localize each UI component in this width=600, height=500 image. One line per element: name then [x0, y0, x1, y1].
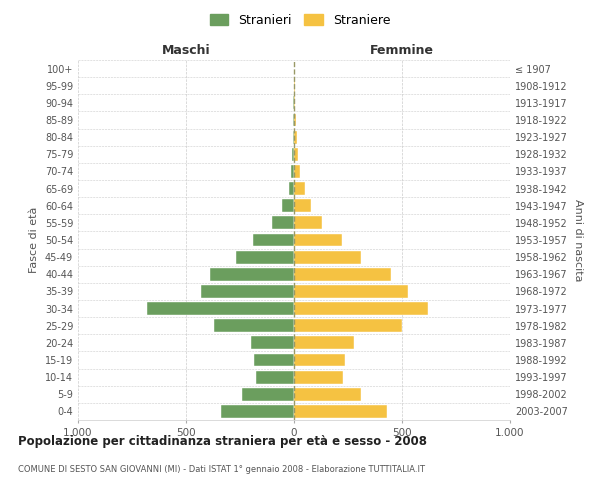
- Text: Femmine: Femmine: [370, 44, 434, 57]
- Bar: [292, 148, 294, 160]
- Bar: [253, 234, 294, 246]
- Bar: [236, 250, 294, 264]
- Bar: [294, 165, 301, 178]
- Bar: [272, 216, 294, 230]
- Bar: [294, 182, 305, 195]
- Y-axis label: Anni di nascita: Anni di nascita: [573, 198, 583, 281]
- Bar: [294, 302, 428, 315]
- Bar: [294, 200, 311, 212]
- Bar: [289, 182, 294, 195]
- Bar: [294, 268, 391, 280]
- Bar: [294, 96, 295, 110]
- Bar: [254, 354, 294, 366]
- Bar: [294, 216, 322, 230]
- Bar: [242, 388, 294, 400]
- Bar: [214, 320, 294, 332]
- Bar: [291, 165, 294, 178]
- Bar: [294, 114, 296, 126]
- Bar: [294, 405, 387, 418]
- Bar: [294, 234, 341, 246]
- Text: COMUNE DI SESTO SAN GIOVANNI (MI) - Dati ISTAT 1° gennaio 2008 - Elaborazione TU: COMUNE DI SESTO SAN GIOVANNI (MI) - Dati…: [18, 465, 425, 474]
- Bar: [282, 200, 294, 212]
- Bar: [293, 114, 294, 126]
- Text: Popolazione per cittadinanza straniera per età e sesso - 2008: Popolazione per cittadinanza straniera p…: [18, 435, 427, 448]
- Bar: [294, 336, 355, 349]
- Bar: [201, 285, 294, 298]
- Y-axis label: Fasce di età: Fasce di età: [29, 207, 39, 273]
- Legend: Stranieri, Straniere: Stranieri, Straniere: [205, 8, 395, 32]
- Bar: [294, 388, 361, 400]
- Text: Maschi: Maschi: [161, 44, 211, 57]
- Bar: [251, 336, 294, 349]
- Bar: [147, 302, 294, 315]
- Bar: [294, 148, 298, 160]
- Bar: [294, 370, 343, 384]
- Bar: [210, 268, 294, 280]
- Bar: [294, 320, 402, 332]
- Bar: [293, 96, 294, 110]
- Bar: [294, 80, 295, 92]
- Bar: [293, 130, 294, 143]
- Bar: [294, 250, 361, 264]
- Bar: [294, 354, 345, 366]
- Bar: [221, 405, 294, 418]
- Bar: [294, 130, 296, 143]
- Bar: [294, 285, 409, 298]
- Bar: [256, 370, 294, 384]
